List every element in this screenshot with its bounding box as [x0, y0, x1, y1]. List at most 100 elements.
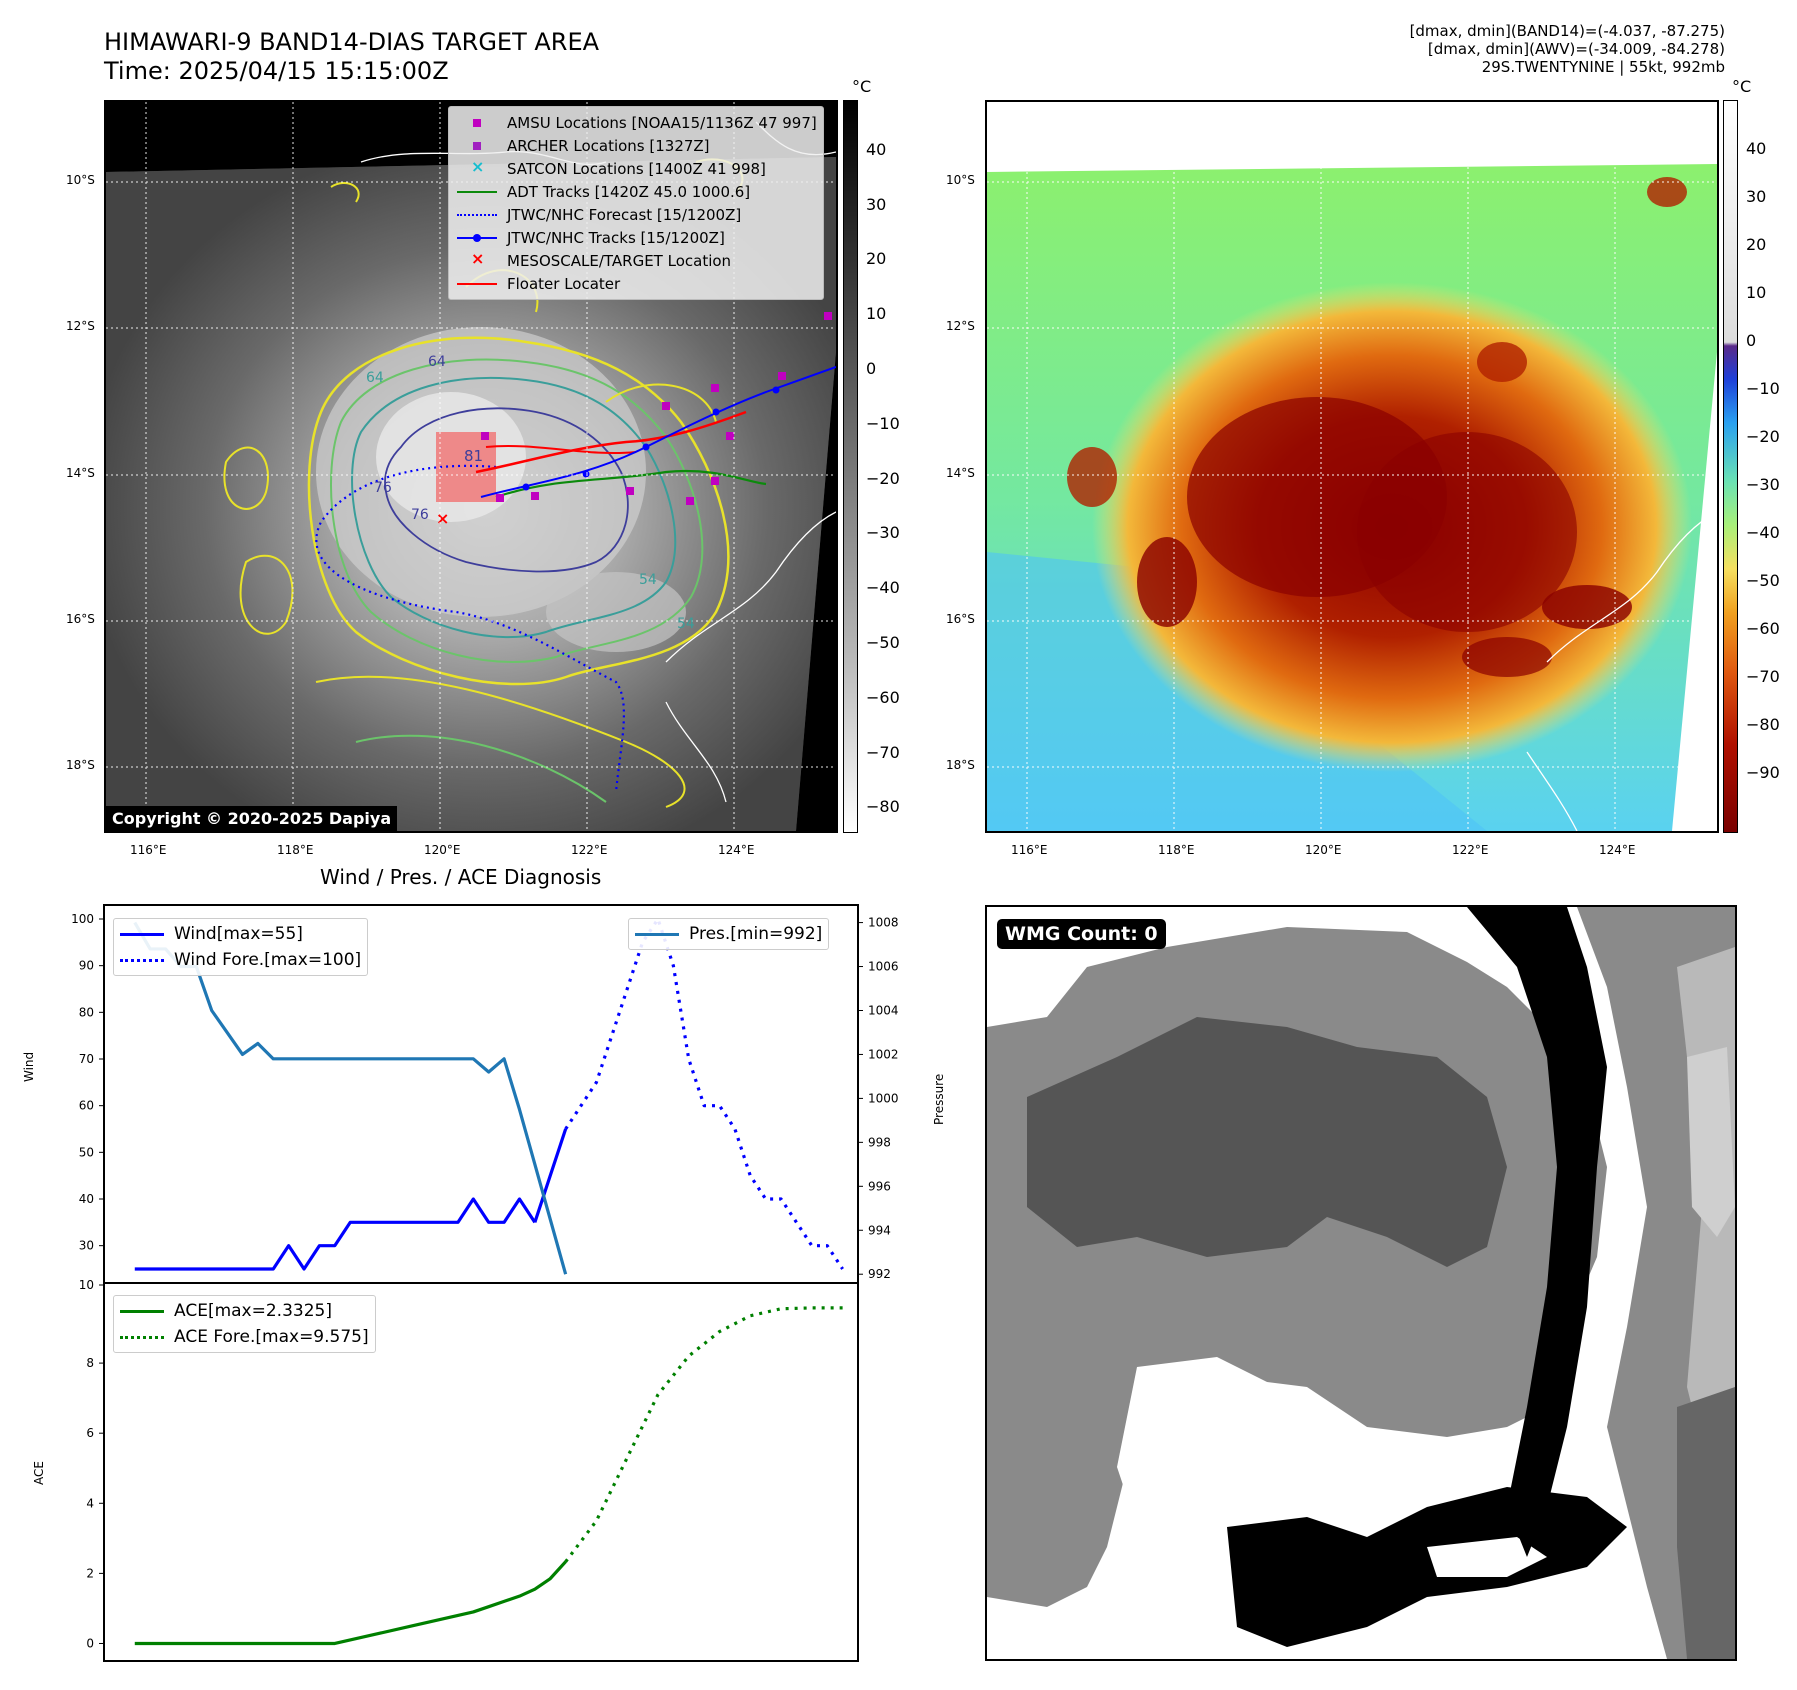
contour-label: 64: [428, 354, 446, 370]
colorbar-tick-label: 0: [1746, 331, 1757, 351]
dotted-green-line-icon: [120, 1335, 164, 1339]
legend-item-archer: ARCHER Locations [1327Z]: [455, 134, 817, 157]
colorbar-tick-label: 40: [1746, 139, 1767, 159]
wind-legend: Wind[max=55] Wind Fore.[max=100]: [113, 918, 369, 976]
colorbar-tick-label: 30: [1746, 187, 1767, 207]
ir-map-image: ×: [106, 102, 836, 831]
lon-label: 124°E: [718, 843, 755, 857]
ace-tick-label: 8: [86, 1356, 94, 1370]
figure-title: HIMAWARI-9 BAND14-DIAS TARGET AREA Time:…: [104, 28, 599, 86]
lat-label: 18°S: [66, 758, 95, 772]
pressure-tick-label: 1004: [868, 1003, 899, 1017]
lat-label: 14°S: [66, 466, 95, 480]
pressure-tick-label: 1008: [868, 916, 899, 930]
legend-label: JTWC/NHC Tracks [15/1200Z]: [507, 228, 725, 247]
legend-label: ACE Fore.[max=9.575]: [174, 1327, 369, 1347]
ir-map-panel[interactable]: × 64 64 81 76 54 54 76 AMSU Locations [N…: [104, 100, 838, 833]
pressure-tick-label: 1006: [868, 960, 899, 974]
colorbar-tick-label: −70: [1746, 666, 1780, 686]
pressure-legend: Pres.[min=992]: [628, 918, 830, 950]
lat-label: 10°S: [66, 173, 95, 187]
wind-tick-label: 90: [79, 959, 94, 973]
svg-text:×: ×: [436, 509, 449, 528]
title-line-1: HIMAWARI-9 BAND14-DIAS TARGET AREA: [104, 28, 600, 56]
legend-item-floater: Floater Locater: [455, 272, 817, 295]
ace-series-line: [134, 1560, 567, 1646]
wmg-count-badge: WMG Count: 0: [997, 919, 1166, 949]
lat-label: 14°S: [946, 466, 975, 480]
title-line-2: Time: 2025/04/15 15:15:00Z: [104, 57, 449, 85]
solid-blue-line-icon: [120, 932, 164, 936]
legend-label: Floater Locater: [507, 274, 621, 293]
wind-forecast-series-line: [564, 917, 844, 1270]
legend-label: ACE[max=2.3325]: [174, 1301, 332, 1321]
square-purple-icon: [455, 137, 499, 155]
wind-series-line: [134, 1197, 537, 1271]
solid-steelblue-line-icon: [635, 932, 679, 936]
pressure-tick-label: 1000: [868, 1091, 899, 1105]
legend-item-ace-forecast: ACE Fore.[max=9.575]: [120, 1324, 369, 1350]
pressure-tick-label: 998: [868, 1135, 891, 1149]
ace-legend: ACE[max=2.3325] ACE Fore.[max=9.575]: [113, 1295, 376, 1353]
lat-label: 10°S: [946, 173, 975, 187]
colorbar-unit: °C: [1732, 77, 1752, 96]
legend-label: SATCON Locations [1400Z 41 998]: [507, 159, 766, 178]
wind-tick-label: 40: [79, 1192, 94, 1206]
wind-tick-label: 100: [71, 912, 94, 926]
colorbar-tick-label: 0: [866, 359, 877, 378]
colorbar-tick-label: −80: [1746, 714, 1780, 734]
colorbar-tick-label: −30: [866, 523, 900, 543]
ace-tick-label: 0: [86, 1636, 94, 1650]
legend-label: Wind[max=55]: [174, 924, 303, 944]
legend-item-wind: Wind[max=55]: [120, 921, 361, 947]
legend-item-target: × MESOSCALE/TARGET Location: [455, 249, 817, 272]
colorbar-tick-label: −10: [866, 413, 900, 433]
colorbar-unit: °C: [852, 77, 872, 96]
lat-label: 16°S: [66, 612, 95, 626]
contour-label: 54: [677, 616, 695, 632]
wind-ylabel: Wind: [22, 1051, 36, 1082]
line-green-icon: [455, 183, 499, 201]
legend-item-jtwc: JTWC/NHC Tracks [15/1200Z]: [455, 226, 817, 249]
wind-series-line: [533, 1128, 568, 1223]
legend-label: AMSU Locations [NOAA15/1136Z 47 997]: [507, 113, 817, 132]
colorbar-tick-label: −60: [1746, 618, 1780, 638]
legend-item-wind-forecast: Wind Fore.[max=100]: [120, 947, 361, 973]
legend-item-ace: ACE[max=2.3325]: [120, 1298, 369, 1324]
contour-label: 81: [464, 447, 484, 465]
colorbar-tick-label: −40: [1746, 522, 1780, 542]
legend-item-adt: ADT Tracks [1420Z 45.0 1000.6]: [455, 180, 817, 203]
pressure-tick-label: 1002: [868, 1047, 899, 1061]
lon-label: 116°E: [130, 843, 167, 857]
color-map-image: [987, 102, 1717, 831]
color-map-panel[interactable]: [985, 100, 1719, 833]
colorbar-tick-label: −10: [1746, 379, 1780, 399]
colorbar-tick-label: −50: [1746, 570, 1780, 590]
colorbar-tick-label: 10: [1746, 283, 1767, 303]
storm-info: [dmax, dmin](BAND14)=(-4.037, -87.275) […: [1410, 22, 1725, 76]
wmg-image: [987, 907, 1735, 1659]
wmg-panel[interactable]: WMG Count: 0: [985, 905, 1737, 1661]
wind-tick-label: 30: [79, 1239, 94, 1253]
legend-item-forecast: JTWC/NHC Forecast [15/1200Z]: [455, 203, 817, 226]
colorbar-tick-label: 20: [1746, 235, 1767, 255]
lat-label: 12°S: [946, 319, 975, 333]
colorbar-tick-label: −60: [866, 687, 900, 707]
colorbar-tick-label: −20: [866, 468, 900, 488]
dotted-blue-line-icon: [120, 958, 164, 962]
colorbar-tick-label: 10: [866, 304, 887, 324]
info-line-3: 29S.TWENTYNINE | 55kt, 992mb: [1481, 58, 1725, 76]
contour-label: 54: [639, 572, 657, 588]
ace-tick-label: 4: [86, 1496, 94, 1510]
wind-tick-label: 50: [79, 1145, 94, 1159]
pressure-tick-label: 992: [868, 1267, 891, 1281]
legend-label: Pres.[min=992]: [689, 924, 823, 944]
lat-label: 18°S: [946, 758, 975, 772]
legend-item-satcon: × SATCON Locations [1400Z 41 998]: [455, 157, 817, 180]
dotted-blue-icon: [455, 206, 499, 224]
colorbar-tick-label: 20: [866, 249, 887, 269]
lon-label: 116°E: [1011, 843, 1048, 857]
colorbar-tick-label: −30: [1746, 474, 1780, 494]
ace-tick-label: 6: [86, 1426, 94, 1440]
